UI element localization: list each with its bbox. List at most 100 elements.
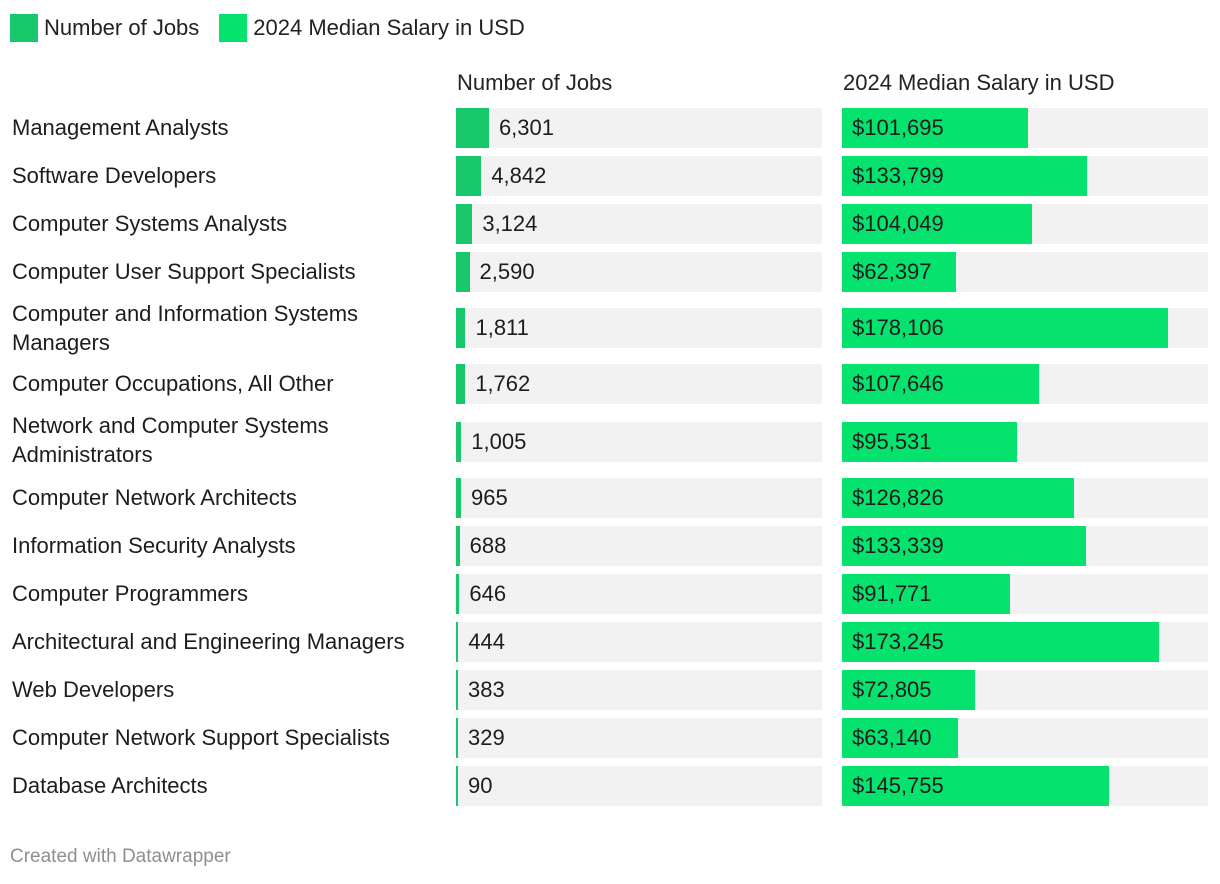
salary-value-label: $91,771 (852, 581, 932, 606)
jobs-track: 1,811 (456, 308, 822, 348)
jobs-value-label: 1,005 (471, 429, 527, 454)
jobs-track: 6,301 (456, 108, 822, 148)
salary-value-label: $72,805 (852, 677, 932, 702)
jobs-track: 1,762 (456, 364, 822, 404)
salary-track: $101,695 (842, 108, 1208, 148)
salary-value-label: $126,826 (852, 485, 944, 510)
salary-value-label: $62,397 (852, 259, 932, 284)
salary-bar (842, 670, 976, 710)
salary-bar (842, 204, 1033, 244)
jobs-bar (456, 422, 462, 462)
salary-track: $173,245 (842, 622, 1208, 662)
jobs-value-label: 646 (469, 581, 507, 606)
salary-track: $104,049 (842, 204, 1208, 244)
salary-track: $107,646 (842, 364, 1208, 404)
jobs-bar (456, 526, 460, 566)
salary-bar (842, 478, 1075, 518)
jobs-bar (456, 204, 473, 244)
row-label: Computer User Support Specialists (12, 258, 356, 284)
jobs-track: 444 (456, 622, 822, 662)
jobs-value-label: 90 (468, 773, 493, 798)
jobs-bar (456, 622, 459, 662)
jobs-value-label: 1,762 (475, 371, 531, 396)
jobs-value-label: 688 (469, 533, 507, 558)
salary-bar (842, 364, 1039, 404)
row-label: Computer Network Support Specialists (12, 724, 390, 750)
salary-track: $91,771 (842, 574, 1208, 614)
jobs-track: 2,590 (456, 252, 822, 292)
salary-value-label: $95,531 (852, 429, 932, 454)
salary-value-label: $173,245 (852, 629, 944, 654)
jobs-bar (456, 670, 458, 710)
row-label: Computer Systems Analysts (12, 210, 288, 236)
row-label: Software Developers (12, 162, 217, 188)
salary-value-label: $63,140 (852, 725, 932, 750)
jobs-track: 329 (456, 718, 822, 758)
jobs-value-label: 329 (468, 725, 505, 750)
row-label: Information Security Analysts (12, 532, 296, 558)
jobs-value-label: 3,124 (482, 211, 538, 236)
salary-track: $133,339 (842, 526, 1208, 566)
jobs-value-label: 4,842 (491, 163, 547, 188)
jobs-value-label: 965 (471, 485, 508, 510)
salary-value-label: $178,106 (852, 315, 944, 340)
jobs-value-label: 6,301 (498, 115, 554, 140)
jobs-track: 1,005 (456, 422, 822, 462)
salary-bar (842, 108, 1029, 148)
jobs-track: 90 (456, 766, 822, 806)
salary-bar (842, 308, 1168, 348)
salary-bar (842, 718, 958, 758)
jobs-bar (456, 252, 470, 292)
salary-track: $63,140 (842, 718, 1208, 758)
jobs-track: 383 (456, 670, 822, 710)
jobs-value-label: 383 (468, 677, 505, 702)
jobs-bar (456, 718, 458, 758)
row-label: Computer and Information Systems Manager… (12, 301, 359, 355)
salary-track: $133,799 (842, 156, 1208, 196)
jobs-track: 3,124 (456, 204, 822, 244)
salary-track: $178,106 (842, 308, 1208, 348)
salary-bar (842, 422, 1017, 462)
jobs-track: 4,842 (456, 156, 822, 196)
jobs-value-label: 444 (468, 629, 506, 654)
footer-credit: Created with Datawrapper (10, 846, 231, 867)
jobs-bar (456, 364, 466, 404)
row-label: Computer Network Architects (12, 484, 297, 510)
salary-bar (842, 622, 1160, 662)
jobs-track: 688 (456, 526, 822, 566)
jobs-bar (456, 766, 458, 806)
legend-label-jobs: Number of Jobs (44, 15, 200, 40)
row-label: Database Architects (12, 772, 208, 798)
salary-bar (842, 766, 1109, 806)
salary-track: $62,397 (842, 252, 1208, 292)
jobs-track: 965 (456, 478, 822, 518)
salary-bar (842, 156, 1087, 196)
salary-track: $126,826 (842, 478, 1208, 518)
jobs-value-label: 1,811 (475, 315, 529, 340)
salary-value-label: $101,695 (852, 115, 944, 140)
salary-column-header: 2024 Median Salary in USD (843, 70, 1115, 95)
row-label: Computer Occupations, All Other (12, 370, 334, 396)
jobs-track: 646 (456, 574, 822, 614)
jobs-bar (456, 108, 489, 148)
row-label: Web Developers (12, 676, 175, 702)
salary-value-label: $133,339 (852, 533, 944, 558)
salary-track: $95,531 (842, 422, 1208, 462)
salary-track: $72,805 (842, 670, 1208, 710)
legend-label-salary: 2024 Median Salary in USD (253, 15, 525, 40)
salary-track: $145,755 (842, 766, 1208, 806)
jobs-bar (456, 156, 482, 196)
salary-value-label: $104,049 (852, 211, 944, 236)
salary-bar (842, 574, 1010, 614)
jobs-bar (456, 308, 466, 348)
legend-item-jobs: Number of Jobs (10, 14, 199, 42)
row-label: Computer Programmers (12, 580, 248, 606)
salary-value-label: $107,646 (852, 371, 944, 396)
row-label: Architectural and Engineering Managers (12, 628, 405, 654)
legend: Number of Jobs 2024 Median Salary in USD (10, 13, 545, 43)
jobs-value-label: 2,590 (479, 259, 535, 284)
salary-value-label: $145,755 (852, 773, 944, 798)
salary-bar (842, 252, 957, 292)
jobs-column-header: Number of Jobs (457, 70, 613, 95)
legend-swatch-jobs (10, 14, 38, 42)
